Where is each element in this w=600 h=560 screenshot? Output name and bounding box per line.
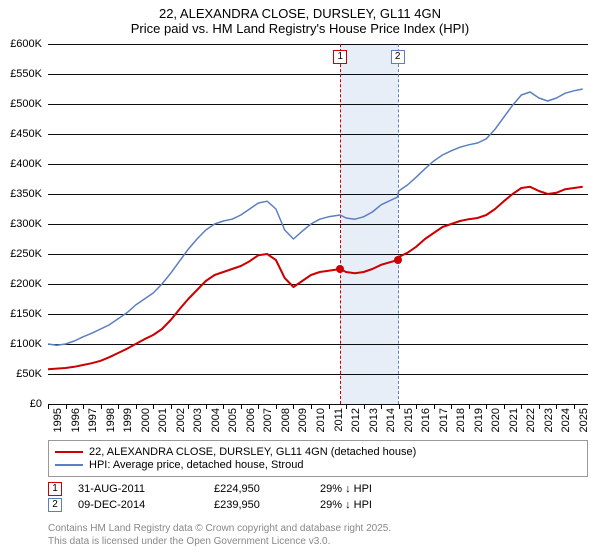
legend: 22, ALEXANDRA CLOSE, DURSLEY, GL11 4GN (…	[48, 440, 588, 477]
x-tick-label: 2000	[140, 408, 152, 432]
event-date: 09-DEC-2014	[78, 499, 198, 511]
series-lines	[48, 44, 588, 404]
event-row: 1 31-AUG-2011 £224,950 29% ↓ HPI	[48, 482, 588, 496]
footer-attribution: Contains HM Land Registry data © Crown c…	[48, 522, 588, 548]
y-tick-label: £100K	[10, 338, 42, 350]
x-tick-label: 1997	[87, 408, 99, 432]
legend-item: HPI: Average price, detached house, Stro…	[55, 459, 581, 471]
x-tick-label: 2003	[192, 408, 204, 432]
event-price: £239,950	[214, 499, 304, 511]
y-tick-label: £450K	[10, 128, 42, 140]
x-tick-label: 2007	[262, 408, 274, 432]
title-block: 22, ALEXANDRA CLOSE, DURSLEY, GL11 4GN P…	[0, 0, 600, 36]
legend-label: 22, ALEXANDRA CLOSE, DURSLEY, GL11 4GN (…	[89, 446, 416, 458]
x-tick-label: 2020	[490, 408, 502, 432]
y-tick-label: £400K	[10, 158, 42, 170]
events-table: 1 31-AUG-2011 £224,950 29% ↓ HPI 2 09-DE…	[48, 482, 588, 514]
y-tick-label: £150K	[10, 308, 42, 320]
y-tick-label: £0	[30, 398, 42, 410]
event-marker-badge: 1	[48, 482, 62, 496]
x-tick-label: 2004	[210, 408, 222, 432]
x-tick-label: 2015	[403, 408, 415, 432]
x-tick-label: 2005	[227, 408, 239, 432]
y-tick-label: £600K	[10, 38, 42, 50]
x-tick-label: 2001	[157, 408, 169, 432]
x-tick-label: 2006	[245, 408, 257, 432]
x-tick-label: 2012	[350, 408, 362, 432]
series-line-price_paid	[48, 187, 583, 369]
x-tick-label: 2022	[525, 408, 537, 432]
x-tick-label: 2021	[508, 408, 520, 432]
y-tick-label: £250K	[10, 248, 42, 260]
y-tick-label: £300K	[10, 218, 42, 230]
event-marker-badge: 1	[333, 50, 347, 64]
x-tick-label: 2011	[333, 408, 345, 432]
chart-plot-area: £0£50K£100K£150K£200K£250K£300K£350K£400…	[48, 44, 588, 404]
sale-dot	[336, 265, 344, 273]
x-tick-label: 2017	[438, 408, 450, 432]
x-tick-label: 2002	[175, 408, 187, 432]
x-tick-label: 2024	[560, 408, 572, 432]
x-tick-label: 2019	[473, 408, 485, 432]
event-marker-badge: 2	[48, 498, 62, 512]
x-tick-label: 2010	[315, 408, 327, 432]
legend-label: HPI: Average price, detached house, Stro…	[89, 459, 303, 471]
title-line-1: 22, ALEXANDRA CLOSE, DURSLEY, GL11 4GN	[0, 6, 600, 21]
x-tick-label: 1999	[122, 408, 134, 432]
y-tick-label: £200K	[10, 278, 42, 290]
y-tick-label: £550K	[10, 68, 42, 80]
event-row: 2 09-DEC-2014 £239,950 29% ↓ HPI	[48, 498, 588, 512]
x-tick-label: 2025	[578, 408, 590, 432]
x-tick-label: 2008	[280, 408, 292, 432]
x-tick-label: 1998	[105, 408, 117, 432]
x-tick-label: 1995	[52, 408, 64, 432]
event-delta: 29% ↓ HPI	[320, 499, 440, 511]
title-line-2: Price paid vs. HM Land Registry's House …	[0, 21, 600, 36]
event-delta: 29% ↓ HPI	[320, 483, 440, 495]
legend-swatch	[55, 451, 83, 453]
x-tick-label: 2023	[543, 408, 555, 432]
x-tick-label: 2018	[455, 408, 467, 432]
series-line-hpi	[48, 89, 583, 345]
event-marker-badge: 2	[391, 50, 405, 64]
x-tick-label: 2014	[385, 408, 397, 432]
x-tick-label: 1996	[70, 408, 82, 432]
legend-item: 22, ALEXANDRA CLOSE, DURSLEY, GL11 4GN (…	[55, 446, 581, 458]
y-tick-label: £350K	[10, 188, 42, 200]
x-tick-label: 2016	[420, 408, 432, 432]
event-date: 31-AUG-2011	[78, 483, 198, 495]
legend-swatch	[55, 464, 83, 466]
footer-line-2: This data is licensed under the Open Gov…	[48, 535, 588, 548]
sale-dot	[394, 256, 402, 264]
y-tick-label: £50K	[16, 368, 42, 380]
x-tick-label: 2013	[368, 408, 380, 432]
x-tick-label: 2009	[297, 408, 309, 432]
footer-line-1: Contains HM Land Registry data © Crown c…	[48, 522, 588, 535]
event-price: £224,950	[214, 483, 304, 495]
chart-container: 22, ALEXANDRA CLOSE, DURSLEY, GL11 4GN P…	[0, 0, 600, 560]
y-tick-label: £500K	[10, 98, 42, 110]
